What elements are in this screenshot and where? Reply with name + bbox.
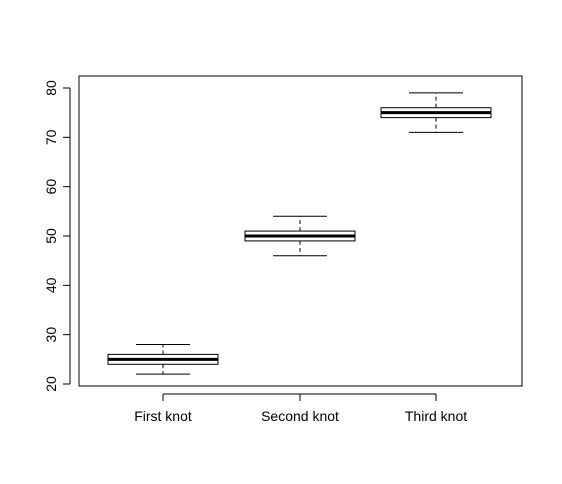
box-3 <box>380 92 492 133</box>
y-tick-label: 20 <box>43 376 59 392</box>
y-tick-label: 40 <box>43 277 59 293</box>
box-1 <box>107 344 219 375</box>
y-tick-label: 30 <box>43 327 59 343</box>
x-axis: First knot Second knot Third knot <box>134 393 467 424</box>
x-tick-label: Second knot <box>261 408 339 424</box>
boxes-group <box>107 92 492 375</box>
y-tick-label: 70 <box>43 129 59 145</box>
y-tick-label: 60 <box>43 179 59 195</box>
x-tick-label: Third knot <box>405 408 467 424</box>
box-2 <box>244 215 356 257</box>
x-tick-label: First knot <box>134 408 192 424</box>
plot-frame <box>78 75 523 387</box>
y-tick-label: 80 <box>43 80 59 96</box>
y-tick-label: 50 <box>43 228 59 244</box>
y-axis: 20 30 40 50 60 70 80 <box>43 80 71 392</box>
